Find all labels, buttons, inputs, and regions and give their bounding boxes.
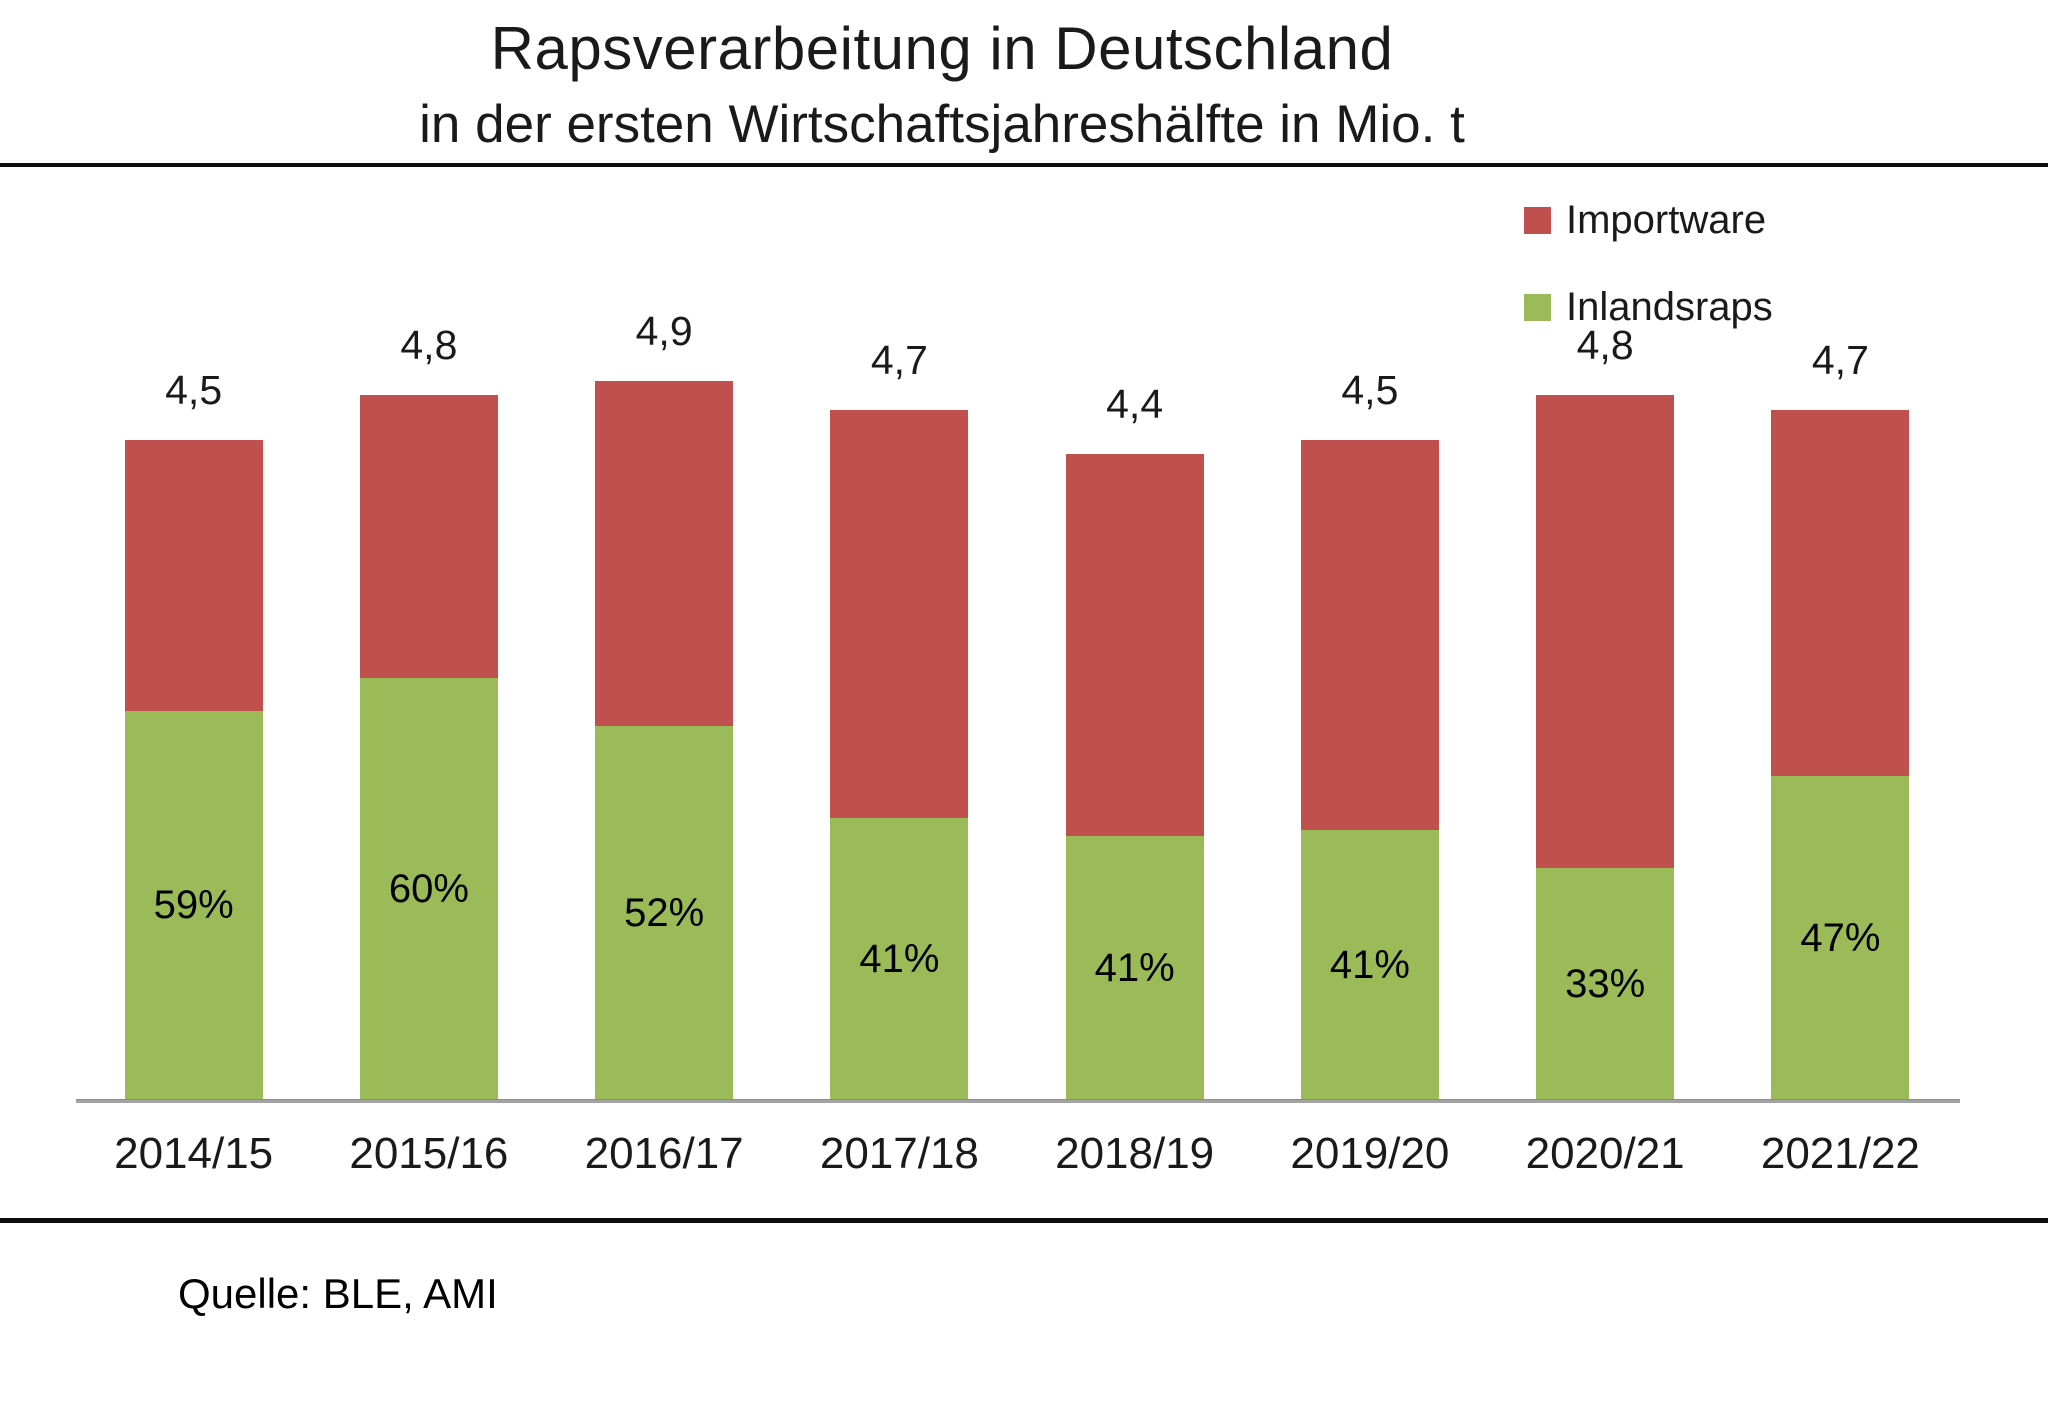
bar-share-label-2015-16: 60%	[388, 866, 469, 911]
bar-segment-inlandsraps-2018-19: 41%	[1065, 835, 1204, 1101]
bar-share-label-2021-22: 47%	[1800, 916, 1881, 961]
source-text: Quelle: BLE, AMI	[178, 1270, 498, 1317]
bar-share-label-2017-18: 41%	[859, 936, 940, 981]
bar-share-label-2018-19: 41%	[1094, 945, 1175, 990]
bar-segment-inlandsraps-2017-18: 41%	[830, 817, 969, 1101]
bar-segment-inlandsraps-2019-20: 41%	[1300, 829, 1439, 1101]
title-divider-line	[0, 163, 2048, 167]
bar-total-label-2019-20: 4,5	[1341, 366, 1399, 413]
bar-share-label-2020-21: 33%	[1565, 962, 1646, 1007]
bar-segment-inlandsraps-2014-15: 59%	[124, 710, 263, 1101]
bar-total-label-2014-15: 4,5	[165, 366, 223, 413]
x-axis-label-2019-20: 2019/20	[1290, 1129, 1450, 1178]
x-axis-label-2018-19: 2018/19	[1055, 1129, 1215, 1178]
x-axis-line	[76, 1099, 1960, 1103]
bar-segment-importware-2020-21	[1536, 395, 1675, 869]
footer-divider-line	[0, 1218, 2048, 1223]
chart-subtitle: in der ersten Wirtschaftsjahreshälfte in…	[419, 95, 1465, 154]
bar-total-label-2017-18: 4,7	[870, 337, 928, 384]
bar-share-label-2016-17: 52%	[624, 891, 705, 936]
bar-2015-16: 4,8 60%	[359, 323, 498, 1101]
bar-segment-inlandsraps-2016-17: 52%	[595, 726, 734, 1101]
bar-2016-17: 4,9 52%	[595, 309, 734, 1101]
bar-segment-importware-2021-22	[1771, 410, 1910, 777]
bar-total-label-2020-21: 4,8	[1576, 322, 1634, 369]
bar-segment-inlandsraps-2020-21: 33%	[1536, 868, 1675, 1101]
legend-item-importware: Importware	[1524, 196, 1773, 244]
x-axis-label-2017-18: 2017/18	[819, 1129, 979, 1178]
x-axis-label-2014-15: 2014/15	[114, 1129, 274, 1178]
x-axis-label-2021-22: 2021/22	[1760, 1129, 1920, 1178]
legend-swatch-inlandsraps-icon	[1524, 293, 1551, 321]
chart-title: Rapsverarbeitung in Deutschland	[490, 15, 1394, 82]
bar-segment-inlandsraps-2021-22: 47%	[1771, 776, 1910, 1101]
bar-2019-20: 4,5 41%	[1300, 368, 1439, 1102]
bar-total-label-2016-17: 4,9	[635, 307, 693, 354]
x-axis-label-2016-17: 2016/17	[584, 1129, 744, 1178]
bar-total-label-2015-16: 4,8	[400, 322, 458, 369]
bar-share-label-2014-15: 59%	[153, 883, 234, 928]
bar-2021-22: 4,7 47%	[1771, 338, 1910, 1101]
bar-2018-19: 4,4 41%	[1065, 382, 1204, 1101]
bar-share-label-2019-20: 41%	[1329, 942, 1410, 987]
bar-2020-21: 4,8 33%	[1536, 323, 1675, 1101]
bar-segment-importware-2016-17	[595, 380, 734, 727]
legend-item-inlandsraps: Inlandsraps	[1524, 283, 1773, 331]
bar-segment-importware-2014-15	[124, 439, 263, 711]
x-axis-label-2015-16: 2015/16	[349, 1129, 509, 1178]
bar-segment-importware-2018-19	[1065, 454, 1204, 836]
bar-segment-importware-2019-20	[1300, 439, 1439, 830]
bar-segment-importware-2017-18	[830, 410, 969, 818]
legend-swatch-importware-icon	[1524, 206, 1551, 234]
bar-total-label-2018-19: 4,4	[1106, 381, 1164, 428]
bar-2017-18: 4,7 41%	[830, 338, 969, 1101]
bar-segment-importware-2015-16	[359, 395, 498, 678]
bar-2014-15: 4,5 59%	[124, 368, 263, 1102]
bar-segment-inlandsraps-2015-16: 60%	[359, 677, 498, 1101]
legend-label-importware: Importware	[1566, 197, 1767, 242]
bar-total-label-2021-22: 4,7	[1811, 337, 1869, 384]
legend: Importware Inlandsraps	[1524, 196, 1773, 370]
legend-label-inlandsraps: Inlandsraps	[1566, 284, 1773, 329]
x-axis-label-2020-21: 2020/21	[1525, 1129, 1685, 1178]
